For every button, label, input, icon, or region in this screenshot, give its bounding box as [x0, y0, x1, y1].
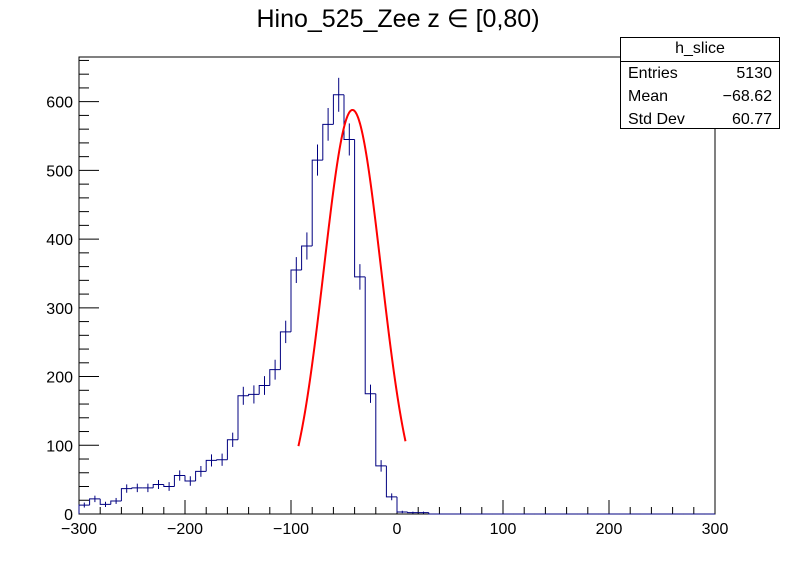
x-tick-label: 100 [490, 521, 517, 538]
histogram-bin [216, 459, 228, 461]
y-tick-label: 400 [46, 232, 73, 249]
histogram-bin [110, 500, 122, 505]
y-tick-label: 500 [46, 163, 73, 180]
histogram-bin [258, 384, 270, 395]
y-tick-label: 0 [64, 507, 73, 524]
histogram-bin [428, 512, 440, 515]
stats-key: Entries [628, 65, 678, 82]
tick-labels: −300 −200 −100 0 100 200 300 0 100 200 300 400 500 60… [46, 95, 728, 538]
stats-value: 5130 [736, 65, 772, 82]
x-tick-label: −100 [273, 521, 309, 538]
stats-row-mean: Mean −68.62 [621, 85, 779, 108]
histogram-bin [322, 123, 334, 161]
histogram-bin [332, 94, 344, 125]
histogram-bin [375, 393, 387, 467]
histogram-bin [120, 488, 132, 501]
histogram-bin [184, 475, 196, 482]
histogram-bin [343, 94, 355, 140]
stats-histogram-name: h_slice [621, 38, 779, 62]
histogram-bin [385, 465, 397, 498]
fit-curve [297, 108, 407, 447]
axis-ticks [78, 59, 716, 515]
error-bars [83, 77, 424, 514]
histogram-bin [279, 331, 291, 370]
histogram-bin [163, 484, 175, 488]
x-tick-label: −200 [167, 521, 203, 538]
x-tick-label: −300 [61, 521, 97, 538]
histogram-bin [173, 475, 185, 487]
y-tick-label: 300 [46, 301, 73, 318]
stats-key: Mean [628, 88, 669, 105]
histogram-bin [301, 245, 313, 271]
stats-row-stddev: Std Dev 60.77 [621, 108, 779, 131]
x-tick-label: 0 [393, 521, 402, 538]
histogram-bin [226, 439, 238, 460]
histogram-bin [290, 269, 302, 332]
stats-box: h_slice Entries 5130 Mean −68.62 Std Dev… [620, 37, 780, 129]
y-tick-label: 100 [46, 438, 73, 455]
histogram-bin [99, 498, 111, 505]
stats-key: Std Dev [628, 111, 685, 128]
y-tick-label: 600 [46, 95, 73, 112]
histogram-bin [396, 496, 408, 513]
stats-row-entries: Entries 5130 [621, 62, 779, 85]
chart-title: Hino_525_Zee z ∈ [0,80) [256, 5, 540, 33]
histogram-bin [152, 483, 164, 488]
histogram-bin [364, 276, 376, 395]
gaussian-fit [297, 108, 407, 447]
x-tick-label: 300 [702, 521, 729, 538]
histogram-bin [195, 470, 207, 482]
histogram-bin [205, 459, 217, 472]
y-tick-label: 200 [46, 370, 73, 387]
stats-value: −68.62 [722, 88, 772, 105]
histogram-bins [78, 94, 715, 515]
histogram-bin [354, 139, 366, 278]
stats-value: 60.77 [731, 111, 772, 128]
histogram-bin [89, 498, 101, 506]
x-tick-label: 200 [596, 521, 623, 538]
histogram-bin [237, 395, 249, 440]
histogram-bin [407, 511, 419, 514]
histogram-bin [131, 487, 143, 489]
histogram-bin [311, 159, 323, 246]
histogram-bin [248, 393, 260, 396]
histogram-bin [269, 369, 281, 386]
histogram-bin [78, 504, 90, 514]
